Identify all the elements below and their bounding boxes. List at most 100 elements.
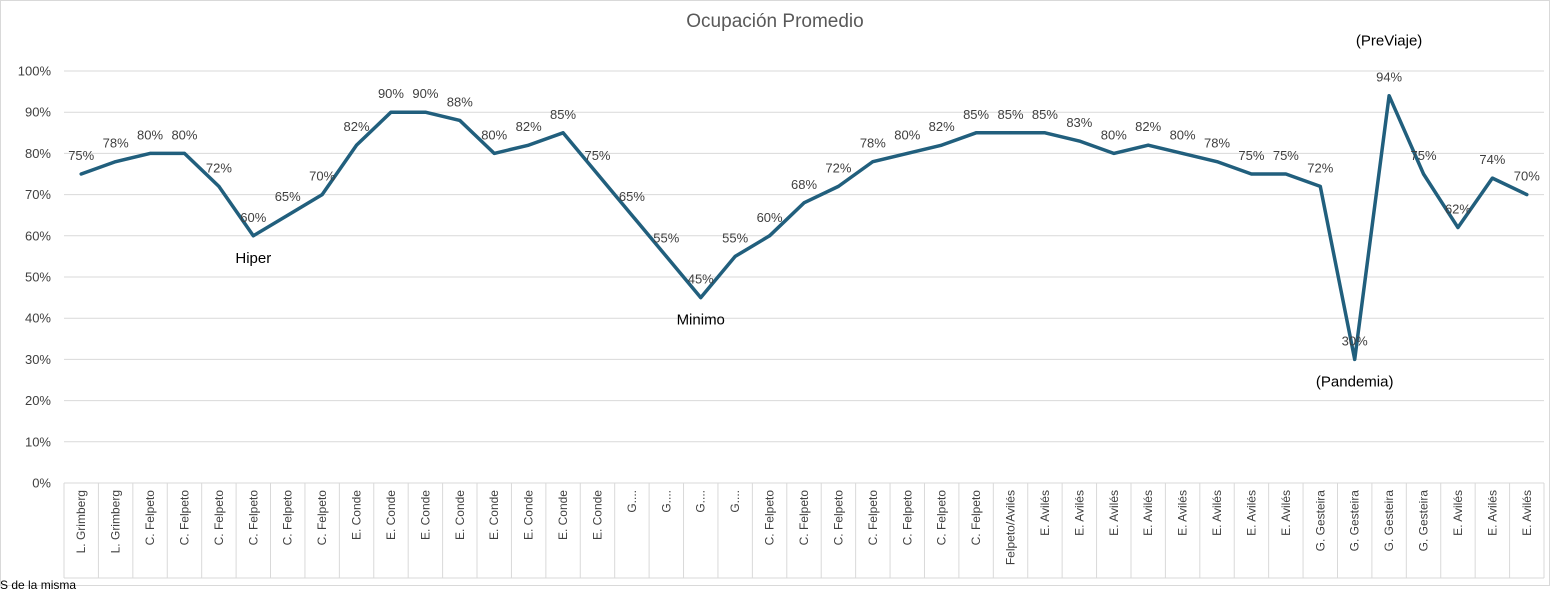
data-label: 78% — [1204, 136, 1230, 151]
data-label: 82% — [929, 119, 955, 134]
data-label: 85% — [550, 107, 576, 122]
data-point — [1181, 151, 1185, 155]
data-point — [389, 110, 393, 114]
x-tick-label: C. Felpeto — [143, 490, 157, 546]
data-point — [527, 143, 531, 147]
data-point — [1318, 184, 1322, 188]
data-label: 62% — [1445, 202, 1471, 217]
x-tick-label: C. Felpeto — [935, 490, 949, 546]
data-point — [182, 151, 186, 155]
x-tick-label: C. Felpeto — [900, 490, 914, 546]
data-point — [1525, 193, 1529, 197]
data-point — [836, 184, 840, 188]
x-tick-label: E. Conde — [350, 490, 364, 540]
x-tick-label: C. Felpeto — [831, 490, 845, 546]
x-tick-label: E. Conde — [556, 490, 570, 540]
data-point — [320, 193, 324, 197]
data-point — [1249, 172, 1253, 176]
data-label: 68% — [791, 177, 817, 192]
gridlines — [64, 70, 1544, 443]
x-tick-label: E. Conde — [453, 490, 467, 540]
x-tick-label: E. Avilés — [1176, 490, 1190, 536]
x-tick-label: E. Avilés — [1072, 490, 1086, 536]
x-tick-label: E. Avilés — [1485, 490, 1499, 536]
annotation-label: Minimo — [677, 312, 725, 329]
data-label: 90% — [412, 86, 438, 101]
x-tick-label: G. Gesteira — [1348, 490, 1362, 552]
x-tick-label: E. Avilés — [1107, 490, 1121, 536]
annotation-label: Hiper — [235, 250, 271, 267]
data-label: 80% — [171, 127, 197, 142]
data-label: 88% — [447, 94, 473, 109]
x-tick-label: E. Avilés — [1520, 490, 1534, 536]
y-tick-label: 40% — [25, 311, 51, 326]
y-tick-label: 90% — [25, 105, 51, 120]
x-tick-label: C. Felpeto — [315, 490, 329, 546]
data-point — [79, 172, 83, 176]
y-tick-label: 70% — [25, 187, 51, 202]
x-tick-label: E. Avilés — [1279, 490, 1293, 536]
data-point — [940, 143, 944, 147]
x-tick-label: C. Felpeto — [969, 490, 983, 546]
annotation-label: (PreViaje) — [1356, 33, 1422, 50]
data-label: 55% — [722, 230, 748, 245]
data-point — [423, 110, 427, 114]
y-axis-ticks: 0% 10% 20% 30% 40% 50% 60% 70% 80% 90% 100% — [18, 64, 52, 491]
chart-title: Ocupación Promedio — [686, 11, 863, 32]
data-point — [148, 151, 152, 155]
data-point — [355, 143, 359, 147]
data-point — [1077, 139, 1081, 143]
y-tick-label: 100% — [18, 64, 52, 79]
data-label: 82% — [516, 119, 542, 134]
x-tick-label: E. Conde — [487, 490, 501, 540]
data-point — [217, 184, 221, 188]
data-point — [595, 172, 599, 176]
data-point — [1353, 357, 1357, 361]
data-labels: 75% 78% 80% 80% 72% 60% 65% 70% 82% 90% 90% 88% 80% 8… — [68, 70, 1540, 349]
footer-fragment-text: S de la misma — [0, 578, 77, 592]
data-label: 80% — [481, 127, 507, 142]
x-tick-label: E. Conde — [418, 490, 432, 540]
data-label: 65% — [619, 189, 645, 204]
data-label: 78% — [103, 136, 129, 151]
y-tick-label: 30% — [25, 352, 51, 367]
annotations: Hiper Minimo (Pandemia) (PreViaje) — [235, 33, 1422, 391]
x-tick-label: C. Felpeto — [246, 490, 260, 546]
data-label: 60% — [757, 210, 783, 225]
x-tick-label: G. Gesteira — [1313, 490, 1327, 552]
x-tick-label: E. Avilés — [1244, 490, 1258, 536]
y-tick-label: 50% — [25, 270, 51, 285]
y-tick-label: 0% — [32, 476, 51, 491]
x-tick-label: C. Felpeto — [797, 490, 811, 546]
data-label: 70% — [1514, 169, 1540, 184]
data-point — [699, 296, 703, 300]
data-label: 72% — [825, 160, 851, 175]
data-label: 30% — [1342, 333, 1368, 348]
data-label: 75% — [68, 148, 94, 163]
data-point — [768, 234, 772, 238]
x-tick-label: G.... — [694, 490, 708, 513]
data-point — [1387, 94, 1391, 98]
x-tick-label: E. Avilés — [1141, 490, 1155, 536]
data-label: 70% — [309, 169, 335, 184]
data-label: 75% — [584, 148, 610, 163]
data-point — [492, 151, 496, 155]
data-label: 94% — [1376, 70, 1402, 85]
data-point — [251, 234, 255, 238]
x-tick-label: C. Felpeto — [866, 490, 880, 546]
x-tick-label: E. Conde — [522, 490, 536, 540]
x-tick-label: E. Conde — [384, 490, 398, 540]
data-point — [1112, 151, 1116, 155]
data-label: 83% — [1066, 115, 1092, 130]
y-tick-label: 20% — [25, 393, 51, 408]
x-tick-label: Felpeto/Avilés — [1004, 490, 1018, 565]
data-point — [1146, 143, 1150, 147]
y-tick-label: 60% — [25, 228, 51, 243]
x-tick-label: C. Felpeto — [281, 490, 295, 546]
data-label: 78% — [860, 136, 886, 151]
data-point — [286, 213, 290, 217]
data-point — [458, 118, 462, 122]
data-point — [630, 213, 634, 217]
y-tick-label: 10% — [25, 434, 51, 449]
